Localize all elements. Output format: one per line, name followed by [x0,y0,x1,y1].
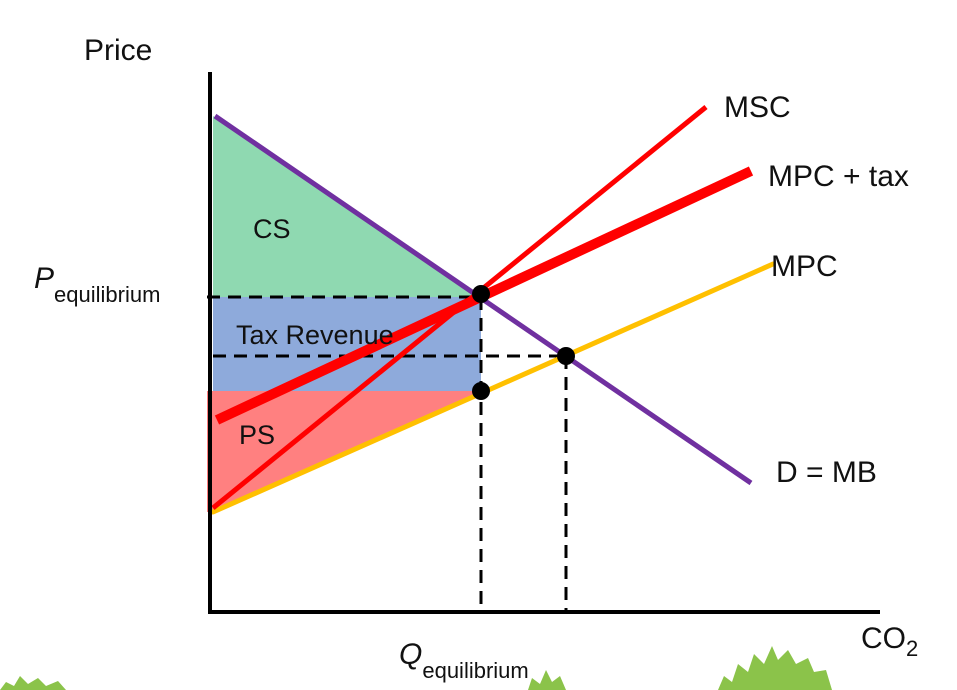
cs-label: CS [253,214,291,244]
unregulated-equilibrium-point [557,347,575,365]
demand-label: D = MB [776,456,877,489]
p-equilibrium-subscript: equilibrium [54,282,160,307]
foliage-right [718,646,832,690]
guide-lines [207,295,568,612]
x-axis-label: CO2 [861,622,918,661]
mpc-tax-label: MPC + tax [768,160,909,193]
foliage-middle [528,670,566,690]
msc-label: MSC [724,91,791,124]
foliage-left [0,676,66,690]
p-equilibrium-label: Pequilibrium [34,262,160,307]
ps-label: PS [239,420,275,450]
equilibrium-point-with-tax [472,285,490,303]
x-axis-label-subscript: 2 [906,636,918,661]
q-equilibrium-main: Q [399,638,422,671]
x-axis-label-main: CO [861,622,906,655]
producer-price-point [472,382,490,400]
q-equilibrium-label: Qequilibrium [399,638,529,683]
mpc-curve [210,261,776,515]
y-axis-label: Price [84,34,152,67]
q-equilibrium-subscript: equilibrium [422,658,528,683]
p-equilibrium-main: P [34,262,54,295]
mpc-label: MPC [771,250,838,283]
foliage-decoration [0,646,832,690]
tax-revenue-label: Tax Revenue [236,320,394,350]
